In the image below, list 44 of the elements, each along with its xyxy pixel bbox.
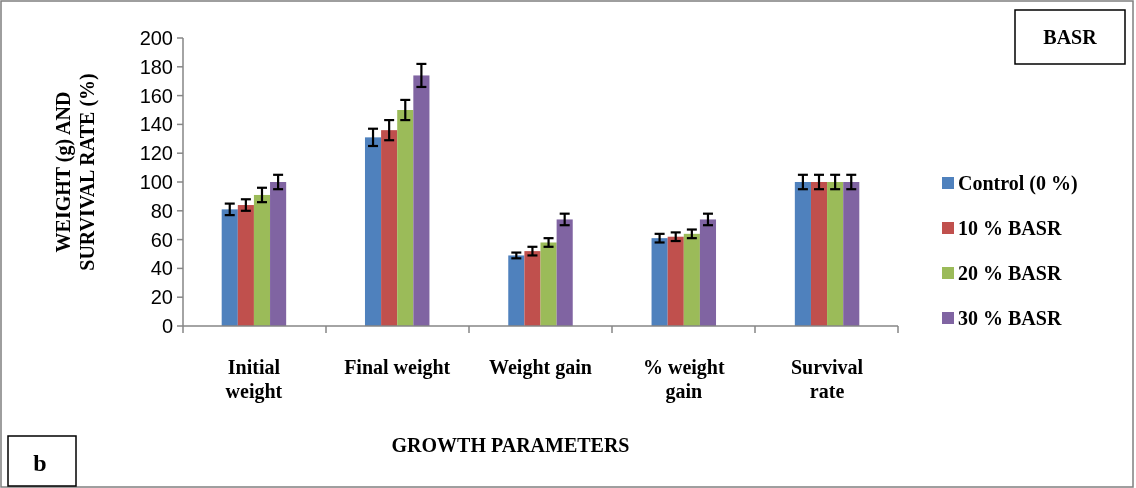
x-tick-label: Initial weight xyxy=(225,356,283,403)
bar xyxy=(540,242,557,326)
bar xyxy=(810,182,828,326)
legend-label: Control (0 %) xyxy=(958,172,1078,195)
y-tick-label: 140 xyxy=(139,113,173,136)
legend-label: 20 % BASR xyxy=(958,262,1062,284)
y-tick-label: 60 xyxy=(150,228,173,251)
y-tick-label: 120 xyxy=(139,142,173,165)
legend-label: 30 % BASR xyxy=(958,307,1062,329)
x-tick-label: Survival rate xyxy=(790,356,864,402)
bar xyxy=(397,110,414,326)
x-axis-title: GROWTH PARAMETERS xyxy=(391,434,630,456)
bar xyxy=(253,194,271,326)
x-tick-label: Final weight xyxy=(344,356,451,379)
x-tick-label: % weight gain xyxy=(642,356,725,403)
y-tick-label: 20 xyxy=(150,286,173,309)
bar xyxy=(508,255,525,326)
bar xyxy=(843,182,860,326)
bar xyxy=(667,236,684,326)
y-tick-label: 80 xyxy=(150,199,173,222)
bar xyxy=(794,182,811,326)
bar xyxy=(413,75,430,326)
y-tick-label: 200 xyxy=(139,27,173,49)
text: b xyxy=(33,450,47,477)
y-tick-label: 160 xyxy=(139,84,173,107)
bar xyxy=(827,182,844,326)
bar xyxy=(381,130,398,326)
bar xyxy=(683,233,700,326)
bar xyxy=(651,238,668,326)
bar xyxy=(221,209,238,326)
text: BASR xyxy=(1043,26,1098,48)
bar xyxy=(524,251,541,326)
y-axis-title: WEIGHT (g) AND SURVIVAL RATE (%) xyxy=(52,73,99,271)
legend-label: 10 % BASR xyxy=(958,217,1062,239)
bar xyxy=(364,137,382,326)
bar xyxy=(237,205,254,326)
y-tick-label: 0 xyxy=(161,315,173,337)
bar xyxy=(699,219,717,326)
bar xyxy=(270,182,287,326)
y-tick-label: 100 xyxy=(139,171,173,193)
x-tick-label: Weight gain xyxy=(489,356,592,379)
bar xyxy=(556,219,573,326)
y-tick-label: 40 xyxy=(150,257,173,280)
y-tick-label: 180 xyxy=(139,55,173,78)
